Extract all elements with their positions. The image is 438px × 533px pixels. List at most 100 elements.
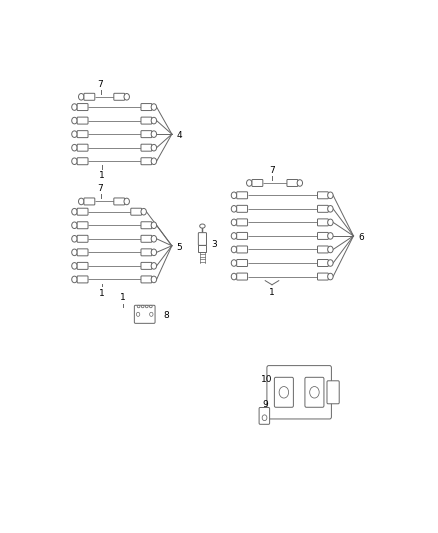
Text: 7: 7: [98, 79, 103, 88]
FancyBboxPatch shape: [77, 117, 88, 124]
Circle shape: [151, 144, 156, 151]
Circle shape: [72, 104, 77, 110]
Circle shape: [72, 249, 77, 256]
FancyBboxPatch shape: [77, 131, 88, 138]
FancyBboxPatch shape: [287, 180, 298, 187]
Circle shape: [72, 144, 77, 151]
Circle shape: [279, 386, 289, 398]
Circle shape: [151, 276, 156, 282]
Circle shape: [72, 276, 77, 282]
Circle shape: [78, 198, 84, 205]
Text: 1: 1: [269, 288, 275, 297]
FancyBboxPatch shape: [77, 144, 88, 151]
FancyBboxPatch shape: [141, 249, 152, 256]
Circle shape: [124, 198, 130, 205]
Circle shape: [247, 180, 252, 186]
Ellipse shape: [149, 305, 152, 308]
FancyBboxPatch shape: [114, 93, 125, 100]
Text: 1: 1: [99, 171, 105, 180]
Circle shape: [231, 192, 237, 199]
FancyBboxPatch shape: [327, 381, 339, 404]
FancyBboxPatch shape: [77, 276, 88, 283]
Circle shape: [328, 219, 333, 225]
Circle shape: [150, 312, 153, 317]
FancyBboxPatch shape: [318, 205, 328, 212]
FancyBboxPatch shape: [267, 366, 332, 419]
Ellipse shape: [200, 224, 205, 228]
Circle shape: [151, 222, 156, 229]
Circle shape: [151, 104, 156, 110]
FancyBboxPatch shape: [77, 222, 88, 229]
Circle shape: [72, 222, 77, 229]
Circle shape: [297, 180, 303, 186]
Circle shape: [72, 263, 77, 269]
Circle shape: [328, 260, 333, 266]
FancyBboxPatch shape: [318, 192, 328, 199]
Circle shape: [72, 208, 77, 215]
Text: 9: 9: [263, 400, 268, 409]
FancyBboxPatch shape: [77, 103, 88, 110]
FancyBboxPatch shape: [237, 273, 247, 280]
FancyBboxPatch shape: [259, 407, 270, 424]
FancyBboxPatch shape: [141, 222, 152, 229]
FancyBboxPatch shape: [318, 273, 328, 280]
FancyBboxPatch shape: [77, 249, 88, 256]
Text: 3: 3: [211, 240, 217, 249]
FancyBboxPatch shape: [84, 198, 95, 205]
Ellipse shape: [137, 305, 140, 308]
FancyBboxPatch shape: [237, 232, 247, 239]
FancyBboxPatch shape: [198, 245, 206, 252]
Circle shape: [231, 232, 237, 239]
FancyBboxPatch shape: [237, 246, 247, 253]
Circle shape: [328, 206, 333, 212]
Circle shape: [124, 93, 130, 100]
Ellipse shape: [145, 305, 148, 308]
FancyBboxPatch shape: [318, 260, 328, 266]
Text: 1: 1: [120, 293, 126, 302]
Circle shape: [72, 131, 77, 138]
Text: 5: 5: [176, 243, 182, 252]
Circle shape: [151, 131, 156, 138]
Circle shape: [72, 117, 77, 124]
FancyBboxPatch shape: [141, 262, 152, 269]
FancyBboxPatch shape: [274, 377, 293, 407]
FancyBboxPatch shape: [237, 192, 247, 199]
FancyBboxPatch shape: [77, 235, 88, 243]
FancyBboxPatch shape: [318, 219, 328, 226]
FancyBboxPatch shape: [77, 262, 88, 269]
Circle shape: [328, 232, 333, 239]
Circle shape: [78, 93, 84, 100]
Circle shape: [328, 246, 333, 253]
Text: 7: 7: [98, 184, 103, 193]
Circle shape: [151, 117, 156, 124]
Circle shape: [231, 260, 237, 266]
FancyBboxPatch shape: [141, 131, 152, 138]
Text: 1: 1: [99, 289, 105, 298]
FancyBboxPatch shape: [318, 232, 328, 239]
FancyBboxPatch shape: [141, 117, 152, 124]
Circle shape: [231, 219, 237, 225]
FancyBboxPatch shape: [77, 208, 88, 215]
Circle shape: [151, 249, 156, 256]
FancyBboxPatch shape: [131, 208, 141, 215]
FancyBboxPatch shape: [237, 219, 247, 226]
FancyBboxPatch shape: [305, 377, 324, 407]
FancyBboxPatch shape: [77, 158, 88, 165]
FancyBboxPatch shape: [318, 246, 328, 253]
Circle shape: [328, 192, 333, 199]
FancyBboxPatch shape: [141, 144, 152, 151]
FancyBboxPatch shape: [141, 158, 152, 165]
FancyBboxPatch shape: [134, 305, 155, 324]
FancyBboxPatch shape: [141, 276, 152, 283]
Text: 7: 7: [269, 166, 275, 175]
FancyBboxPatch shape: [141, 103, 152, 110]
FancyBboxPatch shape: [141, 235, 152, 243]
Circle shape: [328, 273, 333, 280]
Circle shape: [231, 206, 237, 212]
FancyBboxPatch shape: [237, 260, 247, 266]
Text: 4: 4: [176, 131, 182, 140]
Circle shape: [262, 415, 267, 421]
Text: 10: 10: [261, 375, 272, 384]
Circle shape: [136, 312, 140, 317]
Circle shape: [72, 236, 77, 242]
